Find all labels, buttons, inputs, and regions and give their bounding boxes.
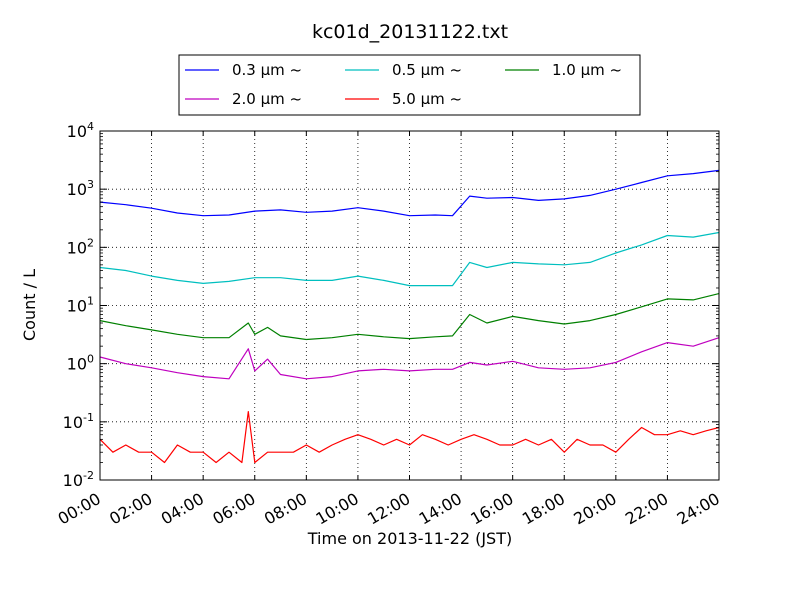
y-tick-label: 10-1 [63, 411, 94, 432]
legend: 0.3 μm ~ 0.5 μm ~ 1.0 μm ~ 2.0 μm ~ 5.0 μm ~ [178, 54, 641, 116]
legend-box [178, 54, 641, 116]
y-tick-label: 102 [67, 236, 94, 257]
y-tick-label: 104 [67, 120, 94, 141]
series-layer [99, 169, 720, 464]
y-tick-label: 10-2 [63, 469, 94, 490]
series-line [99, 337, 720, 380]
series-line [99, 411, 720, 464]
legend-label: 2.0 μm ~ [232, 90, 302, 108]
y-tick-label: 100 [67, 353, 94, 374]
legend-label: 5.0 μm ~ [392, 90, 462, 108]
legend-label: 1.0 μm ~ [552, 61, 622, 79]
legend-label: 0.5 μm ~ [392, 61, 462, 79]
series-line [99, 231, 720, 287]
y-axis-title: Count / L [20, 269, 39, 341]
y-tick-label: 101 [67, 295, 94, 316]
legend-label: 0.3 μm ~ [232, 61, 302, 79]
y-tick-label: 103 [67, 178, 94, 199]
x-axis-title: Time on 2013-11-22 (JST) [307, 529, 512, 548]
chart-title: kc01d_20131122.txt [312, 21, 508, 43]
series-line [99, 169, 720, 217]
series-line [99, 293, 720, 341]
